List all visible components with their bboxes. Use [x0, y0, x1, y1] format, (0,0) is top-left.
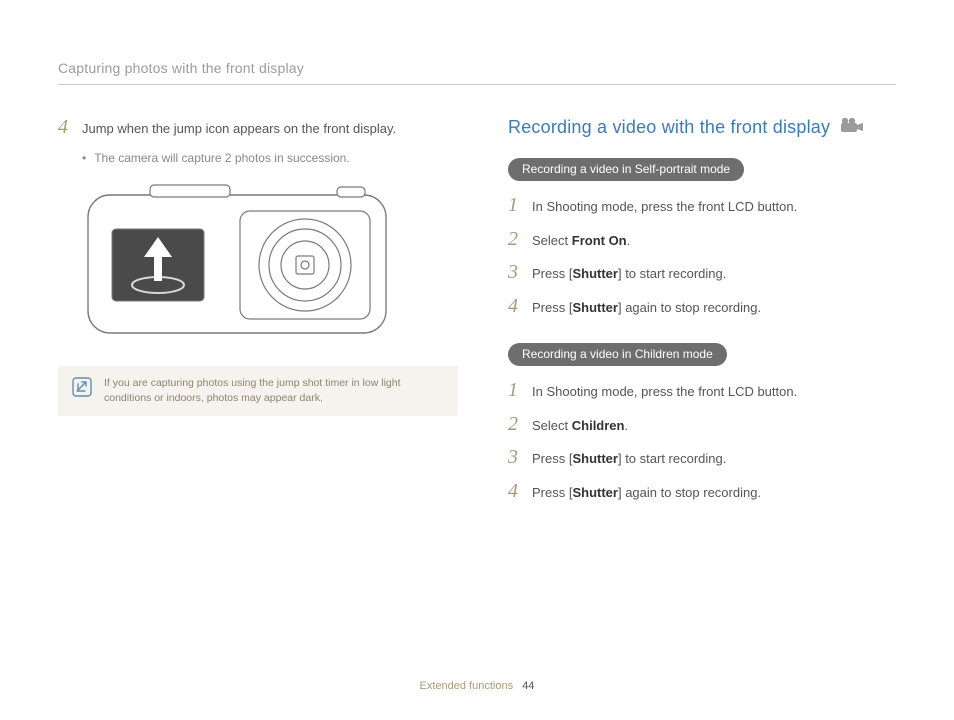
step-row: 3 Press [Shutter] to start recording.	[508, 262, 896, 284]
step-text: Press [Shutter] again to stop recording.	[532, 296, 761, 318]
step-text: In Shooting mode, press the front LCD bu…	[532, 195, 797, 217]
step-number: 4	[508, 481, 522, 501]
step-number: 4	[58, 117, 72, 137]
step-row: 1 In Shooting mode, press the front LCD b…	[508, 195, 896, 217]
section-title: Recording a video with the front display	[508, 117, 896, 138]
page-header: Capturing photos with the front display	[58, 60, 896, 85]
step-row: 1 In Shooting mode, press the front LCD b…	[508, 380, 896, 402]
step-bold: Front On	[572, 233, 627, 248]
step-number: 4	[508, 296, 522, 316]
step-number: 2	[508, 414, 522, 434]
step-text: Press [Shutter] again to stop recording.	[532, 481, 761, 503]
note-text: If you are capturing photos using the ju…	[104, 376, 444, 406]
camera-illustration	[82, 181, 458, 346]
footer-section: Extended functions	[420, 680, 514, 692]
step-text: In Shooting mode, press the front LCD bu…	[532, 380, 797, 402]
content-columns: 4 Jump when the jump icon appears on the…	[58, 117, 896, 528]
note-icon	[72, 377, 92, 402]
step-4: 4 Jump when the jump icon appears on the…	[58, 117, 458, 139]
step-bold: Shutter	[572, 451, 618, 466]
step-text: Select Children.	[532, 414, 628, 436]
note-box: If you are capturing photos using the ju…	[58, 366, 458, 416]
step-bold: Shutter	[572, 485, 618, 500]
left-column: 4 Jump when the jump icon appears on the…	[58, 117, 458, 528]
section-title-text: Recording a video with the front display	[508, 117, 830, 138]
right-column: Recording a video with the front display…	[508, 117, 896, 528]
steps-list-a: 1 In Shooting mode, press the front LCD b…	[508, 195, 896, 317]
step-row: 2 Select Front On.	[508, 229, 896, 251]
page-footer: Extended functions 44	[0, 680, 954, 692]
step-number: 3	[508, 447, 522, 467]
pill-self-portrait: Recording a video in Self-portrait mode	[508, 158, 744, 181]
step-bold: Shutter	[572, 300, 618, 315]
step-number: 1	[508, 195, 522, 215]
steps-list-b: 1 In Shooting mode, press the front LCD b…	[508, 380, 896, 502]
step-text: Select Front On.	[532, 229, 630, 251]
step-number: 1	[508, 380, 522, 400]
step-row: 4 Press [Shutter] again to stop recording…	[508, 481, 896, 503]
step-row: 4 Press [Shutter] again to stop recording…	[508, 296, 896, 318]
step-4-bullet: • The camera will capture 2 photos in su…	[82, 151, 458, 165]
bullet-icon: •	[82, 151, 86, 165]
group-self-portrait: Recording a video in Self-portrait mode …	[508, 158, 896, 317]
footer-page-number: 44	[522, 680, 534, 692]
step-text: Press [Shutter] to start recording.	[532, 262, 726, 284]
group-children: Recording a video in Children mode 1 In S…	[508, 343, 896, 502]
step-text: Press [Shutter] to start recording.	[532, 447, 726, 469]
step-number: 2	[508, 229, 522, 249]
step-number: 3	[508, 262, 522, 282]
step-row: 3 Press [Shutter] to start recording.	[508, 447, 896, 469]
bullet-text: The camera will capture 2 photos in succ…	[94, 151, 349, 165]
pill-children: Recording a video in Children mode	[508, 343, 727, 366]
step-bold: Children	[572, 418, 625, 433]
step-text: Jump when the jump icon appears on the f…	[82, 117, 396, 139]
step-row: 2 Select Children.	[508, 414, 896, 436]
step-bold: Shutter	[572, 266, 618, 281]
video-camera-icon	[840, 117, 864, 138]
